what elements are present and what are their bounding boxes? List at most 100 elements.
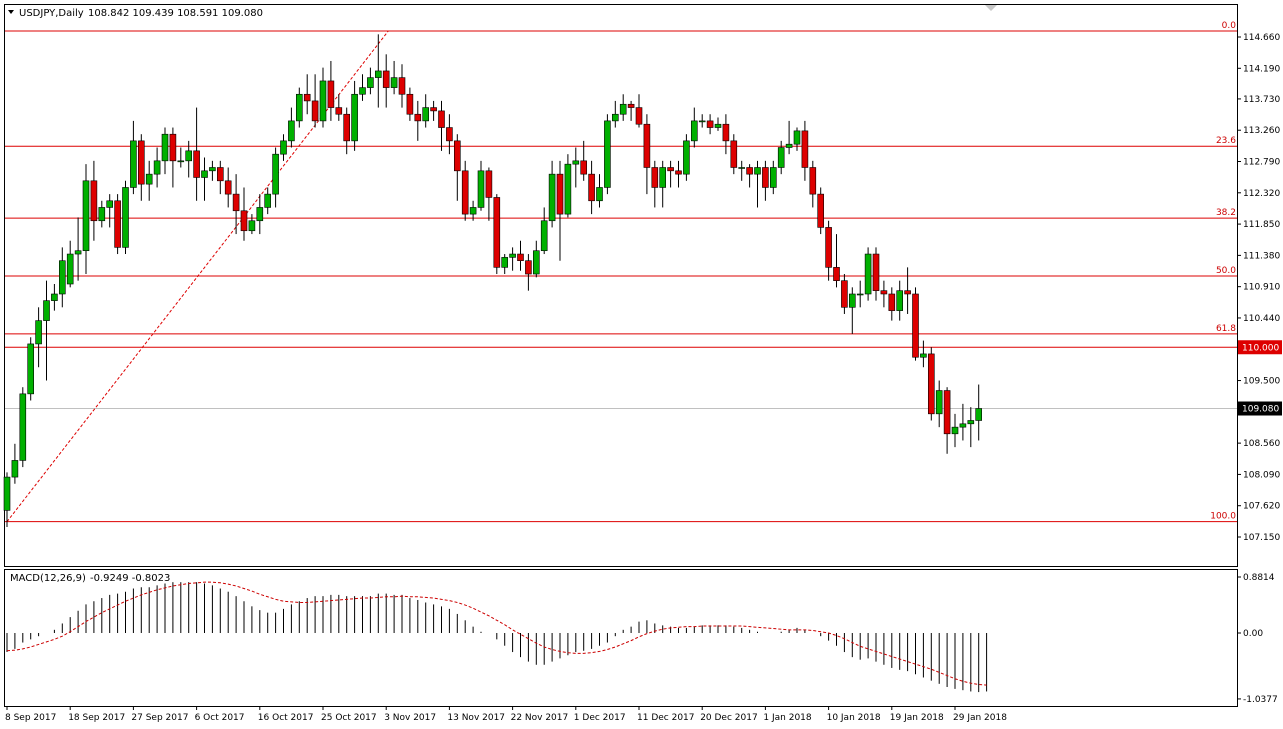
bear-candle-body: [446, 127, 453, 142]
bull-candle-body: [967, 420, 975, 425]
bear-candle-body: [643, 123, 651, 168]
candle: [469, 200, 477, 221]
bull-candle-body: [3, 476, 11, 511]
bear-candle-body: [588, 173, 595, 202]
price-tick-label: 111.850: [1243, 220, 1280, 230]
candle: [19, 387, 27, 468]
candle: [556, 160, 564, 261]
fib-label: 50.0: [1216, 266, 1236, 276]
candle: [635, 94, 643, 128]
candle: [58, 247, 66, 308]
candle: [422, 94, 430, 128]
date-tick-label: 20 Dec 2017: [700, 713, 758, 723]
candle: [833, 234, 840, 288]
candles: [3, 34, 983, 528]
candle: [224, 167, 232, 208]
macd-axis: 0.8814 0.00 -1.0377: [1237, 573, 1278, 705]
candle: [288, 107, 295, 148]
bull-candle-body: [264, 193, 272, 208]
candle: [880, 280, 888, 308]
bull-candle-body: [951, 426, 959, 435]
macd-values: -0.9249 -0.8023: [90, 573, 170, 584]
bear-candle-body: [240, 210, 248, 232]
bull-candle-body: [540, 220, 548, 252]
candle: [390, 60, 398, 95]
candle: [169, 127, 177, 188]
candle: [232, 174, 240, 235]
bull-candle-body: [856, 293, 864, 296]
candle: [754, 160, 761, 208]
bear-candle-body: [138, 140, 145, 185]
bear-candle-body: [746, 167, 753, 175]
date-tick-label: 29 Jan 2018: [953, 713, 1007, 723]
bull-candle-body: [374, 70, 382, 78]
candle: [414, 100, 422, 141]
candle: [11, 443, 19, 484]
candle: [627, 100, 635, 121]
candle: [927, 347, 935, 421]
fib-label: 23.6: [1216, 136, 1236, 146]
bull-candle-body: [611, 113, 619, 122]
date-tick-label: 19 Jan 2018: [890, 713, 944, 723]
bull-candle-body: [659, 167, 667, 188]
bear-candle-body: [801, 130, 809, 168]
bull-candle-body: [564, 163, 572, 215]
candle: [856, 280, 864, 308]
macd-tick-label: 0.8814: [1243, 573, 1275, 583]
bull-candle-body: [280, 140, 287, 155]
candle: [698, 114, 706, 128]
bear-candle-body: [651, 167, 659, 188]
candle: [706, 114, 714, 135]
bear-candle-body: [667, 167, 674, 172]
candle: [896, 280, 904, 321]
candle: [51, 284, 58, 311]
bear-candle-body: [580, 160, 588, 175]
bull-candle-body: [74, 250, 82, 255]
fib-label: 61.8: [1216, 324, 1236, 334]
candle: [485, 167, 493, 221]
fib-label: 38.2: [1216, 208, 1236, 218]
bull-candle-body: [422, 107, 430, 122]
candle: [967, 407, 975, 448]
price-axis: 114.660 114.190 113.730 113.260 112.790 112.3…: [1237, 33, 1280, 543]
panel-collapse-icon[interactable]: [985, 5, 997, 11]
date-tick-label: 13 Nov 2017: [447, 713, 505, 723]
price-tick-label: 110.910: [1243, 283, 1280, 293]
bull-candle-body: [185, 150, 192, 162]
candle: [683, 134, 690, 181]
candle: [461, 160, 469, 221]
candle: [762, 160, 769, 201]
bear-candle-body: [841, 280, 848, 308]
candle: [406, 87, 414, 121]
bull-candle-body: [920, 353, 927, 358]
price-tick-label: 113.730: [1243, 95, 1280, 105]
candle: [145, 160, 153, 201]
bear-candle-body: [943, 390, 951, 435]
bull-candle-body: [272, 153, 279, 195]
bear-candle-body: [90, 180, 98, 222]
bear-candle-body: [438, 110, 445, 128]
price-tick-label: 111.380: [1243, 251, 1280, 261]
candle: [580, 140, 588, 181]
bull-candle-body: [532, 250, 540, 275]
date-tick-label: 1 Jan 2018: [763, 713, 811, 723]
date-tick-label: 25 Oct 2017: [321, 713, 377, 723]
bear-candle-body: [217, 167, 224, 182]
bull-candle-body: [256, 207, 264, 222]
candle: [98, 200, 106, 228]
bear-candle-body: [327, 80, 335, 108]
bear-candle-body: [927, 353, 935, 415]
candle: [951, 413, 959, 448]
candle: [327, 60, 335, 121]
bear-candle-body: [406, 93, 414, 115]
bull-candle-body: [11, 460, 19, 478]
candle: [201, 157, 208, 201]
bear-candle-body: [627, 103, 635, 108]
bear-candle-body: [880, 290, 888, 295]
candle: [272, 147, 279, 208]
price-tick-label: 114.660: [1243, 33, 1280, 43]
symbol-dropdown-icon[interactable]: [8, 10, 14, 14]
candle: [611, 100, 619, 128]
candle: [848, 287, 856, 334]
